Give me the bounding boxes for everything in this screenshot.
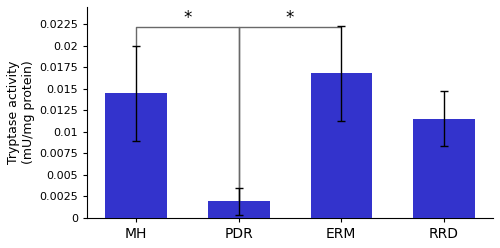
Bar (106, 93, 167, 218)
Y-axis label: Tryptase activity
(mU/mg protein): Tryptase activity (mU/mg protein) (7, 61, 35, 164)
Bar (413, 119, 474, 218)
Text: *: * (286, 9, 294, 27)
Bar (208, 201, 270, 218)
Bar (310, 73, 372, 218)
Text: *: * (184, 9, 192, 27)
